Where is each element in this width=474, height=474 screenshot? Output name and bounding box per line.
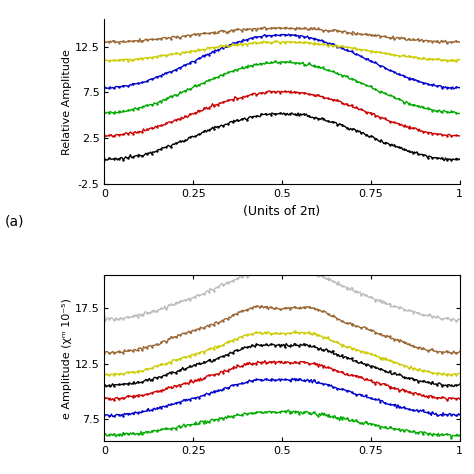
X-axis label: (Units of 2π): (Units of 2π) bbox=[244, 205, 320, 218]
Y-axis label: e Amplitude (χᵐ 10⁻⁵): e Amplitude (χᵐ 10⁻⁵) bbox=[62, 298, 72, 419]
Text: (a): (a) bbox=[5, 214, 24, 228]
Y-axis label: Relative Amplitude: Relative Amplitude bbox=[62, 49, 72, 155]
